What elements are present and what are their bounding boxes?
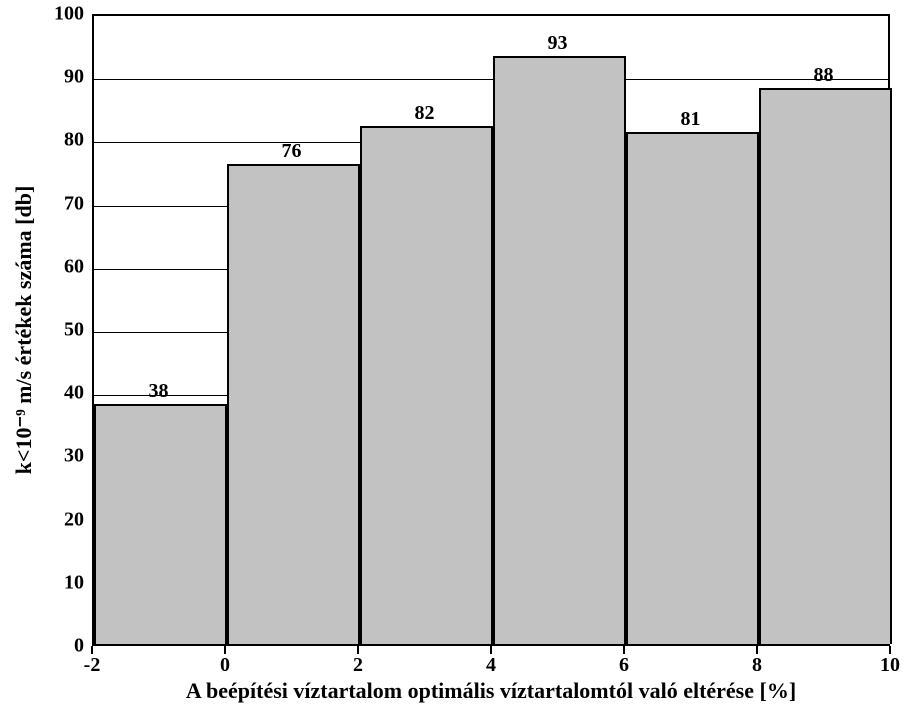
x-tick-mark [91, 646, 93, 654]
x-tick-mark [889, 646, 891, 654]
gridline [94, 79, 888, 80]
y-tick-label: 10 [64, 571, 84, 594]
y-tick-label: 100 [54, 3, 84, 26]
chart-container: k<10⁻⁹ m/s értékek száma [db] A beépítés… [0, 0, 907, 699]
bar-value-label: 88 [814, 64, 834, 87]
x-tick-label: 6 [619, 654, 629, 677]
y-tick-label: 0 [74, 635, 84, 658]
x-tick-mark [756, 646, 758, 654]
x-tick-label: 4 [486, 654, 496, 677]
x-tick-label: 0 [220, 654, 230, 677]
y-tick-label: 70 [64, 192, 84, 215]
plot-area [92, 14, 890, 646]
bar [759, 88, 892, 644]
y-tick-label: 90 [64, 66, 84, 89]
bar [626, 132, 759, 644]
y-tick-label: 30 [64, 445, 84, 468]
x-tick-label: 8 [752, 654, 762, 677]
bar-value-label: 93 [548, 32, 568, 55]
y-tick-label: 50 [64, 319, 84, 342]
x-tick-label: 2 [353, 654, 363, 677]
y-tick-label: 40 [64, 382, 84, 405]
x-tick-mark [224, 646, 226, 654]
x-tick-mark [623, 646, 625, 654]
y-axis-title: k<10⁻⁹ m/s értékek száma [db] [11, 186, 37, 475]
y-tick-label: 80 [64, 129, 84, 152]
bar-value-label: 81 [681, 108, 701, 131]
bar [493, 56, 626, 644]
bar-value-label: 38 [149, 380, 169, 403]
bar-value-label: 82 [415, 102, 435, 125]
bar-value-label: 76 [282, 140, 302, 163]
y-tick-label: 20 [64, 508, 84, 531]
x-tick-mark [357, 646, 359, 654]
x-axis-title: A beépítési víztartalom optimális víztar… [186, 678, 796, 704]
bar [94, 404, 227, 644]
bar [227, 164, 360, 644]
x-tick-label: -2 [84, 654, 101, 677]
x-tick-label: 10 [880, 654, 900, 677]
x-tick-mark [490, 646, 492, 654]
bar [360, 126, 493, 644]
y-tick-label: 60 [64, 255, 84, 278]
